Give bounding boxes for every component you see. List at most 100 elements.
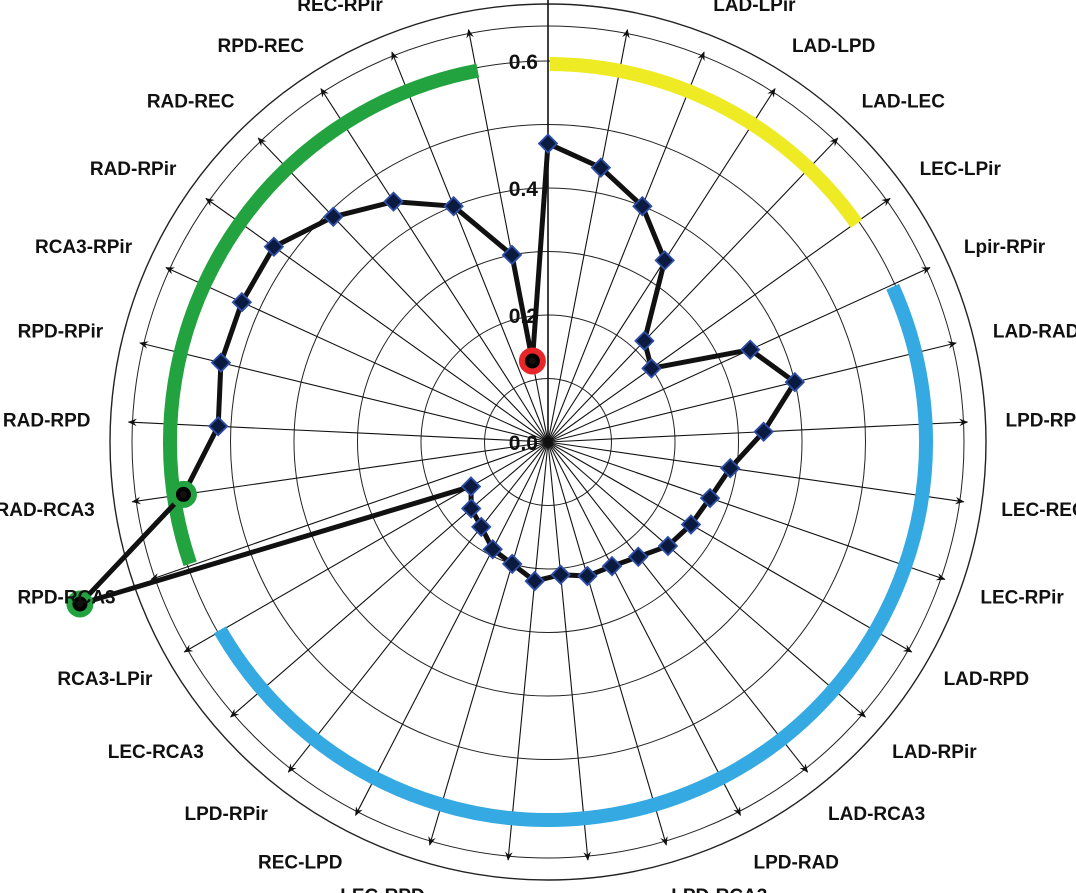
data-point-rad-rpir (263, 236, 285, 258)
axis-spoke-rad-rpir (205, 197, 549, 443)
data-point-lec-lpir (641, 358, 662, 379)
data-point-lad-rad (784, 371, 806, 393)
data-series (66, 133, 806, 618)
data-point-lpir-rpir (739, 339, 761, 360)
category-label-lad-rca3: LAD-RCA3 (828, 804, 925, 825)
category-label-lad-rpir: LAD-RPir (892, 742, 977, 763)
category-label-rca3-lpir: RCA3-LPir (57, 669, 153, 690)
axis-spoke-rpd-rec (320, 88, 549, 443)
category-label-rad-rca3: RAD-RCA3 (0, 500, 95, 521)
category-label-rpd-rec: RPD-REC (217, 36, 304, 57)
axis-spoke-lad-rpd (547, 441, 913, 653)
radial-tick-label: 0.2 (509, 305, 538, 328)
category-label-rpd-rpir: RPD-RPir (18, 322, 104, 343)
category-label-lec-lpir: LEC-LPir (920, 159, 1002, 180)
radial-tick-label: 0.6 (509, 51, 538, 74)
data-point-rec-lpd (482, 538, 503, 560)
axis-spoke-lad-rpir (547, 441, 866, 718)
axis-spoke-lpd-lpir (547, 28, 630, 443)
axis-spoke-rec-rpir (391, 51, 549, 443)
axis-spoke-lad-rad (547, 341, 957, 443)
axis-spoke-lpd-rpir (287, 441, 549, 773)
data-point-lec-rca3 (460, 498, 482, 519)
category-label-lec-rpd: LEC-RPD (340, 886, 424, 893)
axis-spoke-lpd-rad (547, 441, 741, 816)
category-label-lad-lec: LAD-LEC (862, 91, 946, 112)
category-label-lpd-rpd: LPD-RPD (1005, 411, 1076, 432)
axis-spoke-lec-rpd (428, 441, 549, 846)
axis-spoke-lec-rec (547, 441, 965, 505)
category-label-lpir-rpir: Lpir-RPir (964, 237, 1046, 258)
data-point-lad-rca3 (628, 546, 649, 568)
data-point-lad-lpir (632, 195, 653, 217)
data-point-lad-rpd (680, 514, 702, 535)
data-point-lad-rpir (657, 535, 679, 557)
axis-spoke-lad-lec (547, 137, 839, 443)
highlight-arcs (163, 57, 933, 827)
data-point-rca3-lpir (460, 476, 482, 497)
axis-spoke-lec-rad (547, 441, 591, 861)
category-label-rpd-rca3: RPD-RCA3 (17, 587, 115, 608)
axis-spoke-rec-lpd (355, 441, 549, 816)
radial-tick-label: 0.0 (509, 432, 538, 455)
highlighted-point-center (528, 357, 536, 365)
highlight-arc-2 (213, 283, 933, 827)
category-label-lad-lpir: LAD-LPir (713, 0, 796, 16)
radial-tick-labels: 0.00.20.40.60.8 (509, 51, 539, 455)
data-point-rec-rpir (443, 195, 464, 217)
data-point-lec-rpd (501, 553, 523, 575)
axis-spoke-rca3-rpir (165, 267, 549, 443)
category-label-lpd-rad: LPD-RAD (754, 853, 840, 874)
highlight-arc-1 (549, 57, 863, 228)
axis-spoke-rpd-rca3 (150, 441, 549, 581)
data-point-rpd-rpir (210, 352, 232, 373)
category-label-rec-rpir: REC-RPir (297, 0, 383, 16)
highlighted-point-center (179, 490, 187, 498)
category-label-lad-rpd: LAD-RPD (944, 669, 1030, 690)
category-label-lpd-rpir: LPD-RPir (185, 804, 269, 825)
data-point-lec-rec (720, 457, 741, 479)
category-label-rad-rec: RAD-REC (147, 91, 235, 112)
axis-spoke-lpir-rpir (547, 267, 931, 443)
axis-spoke-lad-lpir (547, 51, 705, 443)
category-label-lad-lpd: LAD-LPD (792, 36, 875, 57)
data-point-rpd-rec (383, 191, 404, 212)
axis-spoke-lad-rca3 (547, 441, 809, 773)
axis-spoke-rca3-lpir (183, 441, 549, 653)
axis-spoke-rad-rpd (127, 418, 549, 443)
category-label-lpd-rca3: LPD-RCA3 (671, 886, 767, 893)
data-point-rad-rec (323, 206, 344, 228)
data-point-lpd-rca3 (577, 565, 598, 587)
data-point-lpd-lec (537, 133, 559, 154)
category-label-rad-rpir: RAD-RPir (90, 159, 177, 180)
category-label-lad-rad: LAD-RAD (993, 322, 1076, 343)
category-label-rad-rpd: RAD-RPD (3, 411, 91, 432)
axis-spoke-rpd-rpir (139, 341, 549, 443)
axis-spoke-lpd-rca3 (547, 441, 668, 846)
data-point-lad-lpd (654, 250, 675, 271)
category-label-lec-rec: LEC-REC (1001, 500, 1076, 521)
data-point-lpd-rad (601, 555, 623, 577)
data-point-lad-lec (634, 330, 655, 352)
data-point-lec-rad (550, 564, 571, 586)
data-point-lec-rpir (699, 487, 721, 509)
data-point-lpd-lpir (590, 157, 612, 178)
radial-tick-label: 0.4 (509, 178, 539, 201)
axis-spokes (127, 0, 969, 861)
highlighted-point-center (76, 600, 84, 608)
data-point-rec-lad (524, 570, 545, 592)
axis-spoke-lec-lpir (547, 197, 891, 443)
category-label-rca3-rpir: RCA3-RPir (35, 237, 133, 258)
data-point-rec-rca3 (501, 244, 523, 266)
category-label-lec-rca3: LEC-RCA3 (108, 742, 204, 763)
axis-spoke-rec-lad (505, 441, 549, 861)
data-point-rad-rpd (207, 416, 229, 437)
axis-spoke-rad-rec (257, 137, 549, 443)
axis-spoke-lec-rpir (547, 441, 946, 581)
data-point-lpd-rpd (753, 421, 774, 442)
data-point-rca3-rpir (231, 291, 253, 313)
axis-spoke-rad-rca3 (131, 441, 549, 505)
highlight-arc-3 (163, 63, 480, 567)
